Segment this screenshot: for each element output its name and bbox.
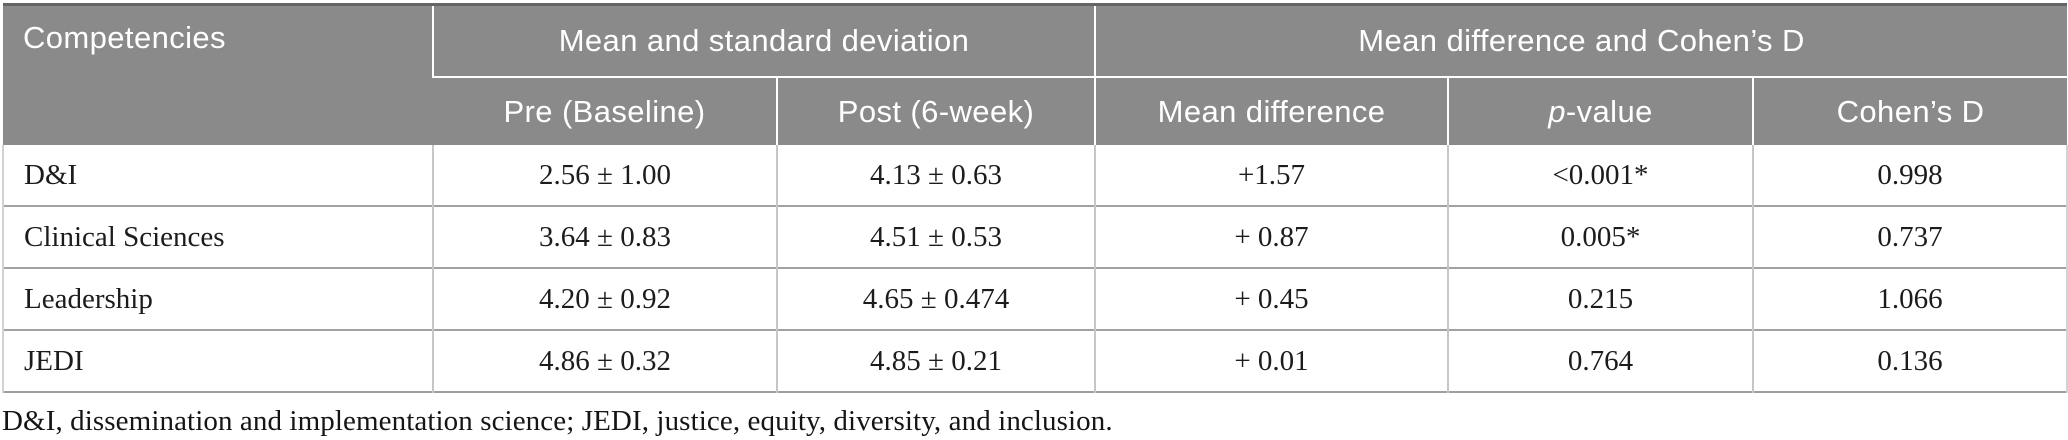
p-value-italic-p: p	[1548, 93, 1566, 129]
column-header-cohens-d: Cohen’s D	[1752, 76, 2068, 145]
competencies-stats-table: Competencies Mean and standard deviation…	[2, 3, 2068, 393]
cell-pre-value: 2.56 ± 1.00	[432, 145, 777, 206]
p-value-suffix: -value	[1565, 93, 1653, 129]
cell-post-value: 4.85 ± 0.21	[775, 329, 1096, 392]
cell-p-value: <0.001*	[1447, 145, 1754, 206]
cell-mean-difference: +1.57	[1094, 145, 1449, 206]
cell-pre-value: 4.20 ± 0.92	[432, 267, 777, 330]
row-label-clinical-sciences: Clinical Sciences	[2, 205, 433, 268]
cell-post-value: 4.65 ± 0.474	[775, 267, 1096, 330]
cell-p-value: 0.764	[1447, 329, 1754, 392]
cell-mean-difference: + 0.45	[1094, 267, 1449, 330]
table-header: Competencies Mean and standard deviation…	[3, 4, 2068, 145]
table-row-clinical-sciences: Clinical Sciences 3.64 ± 0.83 4.51 ± 0.5…	[2, 205, 2068, 268]
column-header-pre-baseline: Pre (Baseline)	[433, 76, 777, 145]
column-header-mean-difference: Mean difference	[1094, 76, 1449, 145]
cell-cohens-d: 0.998	[1752, 145, 2068, 206]
column-header-post-6-week: Post (6-week)	[775, 76, 1096, 145]
header-group-row: Competencies Mean and standard deviation…	[3, 4, 2068, 145]
header-subcolumn-row: Pre (Baseline) Post (6-week) Mean differ…	[3, 76, 2068, 145]
table-row-jedi: JEDI 4.86 ± 0.32 4.85 ± 0.21 + 0.01 0.76…	[2, 329, 2068, 392]
cell-pre-value: 3.64 ± 0.83	[432, 205, 777, 268]
cell-pre-value: 4.86 ± 0.32	[432, 329, 777, 392]
cell-cohens-d: 1.066	[1752, 267, 2068, 330]
cell-p-value: 0.005*	[1447, 205, 1754, 268]
cell-cohens-d: 0.136	[1752, 329, 2068, 392]
column-header-competencies: Competencies	[3, 4, 433, 145]
row-label-jedi: JEDI	[2, 329, 433, 392]
column-group-mean-difference-cohens-d: Mean difference and Cohen’s D	[1094, 4, 2068, 77]
row-label-leadership: Leadership	[2, 267, 433, 330]
column-header-p-value: p-value	[1447, 76, 1754, 145]
column-group-mean-standard-deviation: Mean and standard deviation	[431, 4, 1096, 77]
cell-post-value: 4.51 ± 0.53	[775, 205, 1096, 268]
table-row-leadership: Leadership 4.20 ± 0.92 4.65 ± 0.474 + 0.…	[2, 267, 2068, 330]
cell-mean-difference: + 0.87	[1094, 205, 1449, 268]
cell-mean-difference: + 0.01	[1094, 329, 1449, 392]
row-label-d-and-i: D&I	[2, 145, 433, 206]
table-row-d-and-i: D&I 2.56 ± 1.00 4.13 ± 0.63 +1.57 <0.001…	[2, 145, 2068, 206]
table-body: D&I 2.56 ± 1.00 4.13 ± 0.63 +1.57 <0.001…	[2, 145, 2068, 392]
cell-cohens-d: 0.737	[1752, 205, 2068, 268]
table-footnote: D&I, dissemination and implementation sc…	[2, 405, 1113, 437]
cell-post-value: 4.13 ± 0.63	[775, 145, 1096, 206]
cell-p-value: 0.215	[1447, 267, 1754, 330]
